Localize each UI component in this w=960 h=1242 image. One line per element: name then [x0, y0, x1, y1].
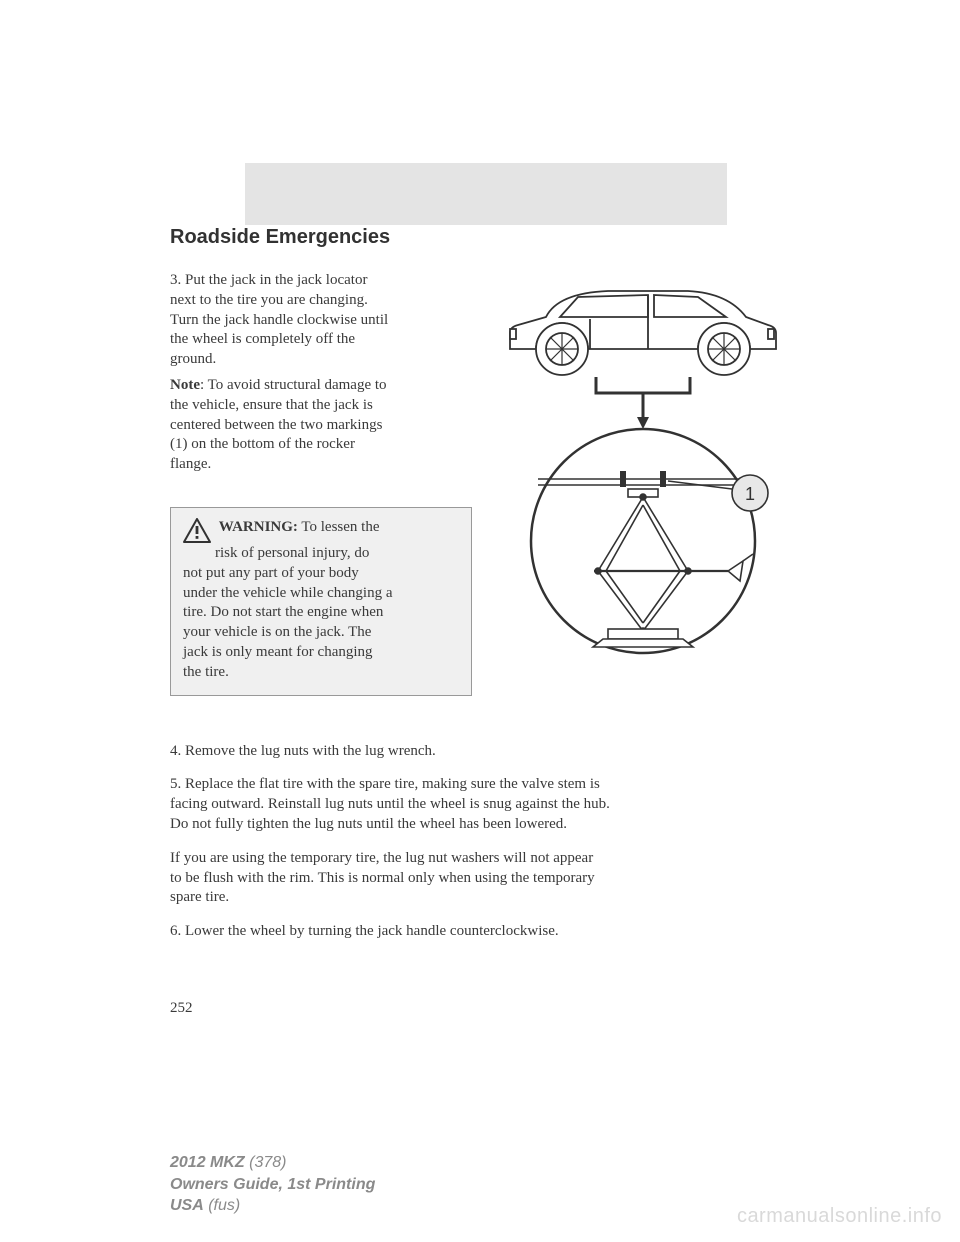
text-line: jack is only meant for changing — [183, 644, 373, 660]
text-line: ground. — [170, 351, 216, 367]
step-6-text: 6. Lower the wheel by turning the jack h… — [170, 922, 790, 942]
temp-tire-text: If you are using the temporary tire, the… — [170, 849, 790, 908]
footer-usa: USA — [170, 1197, 204, 1214]
text-line: next to the tire you are changing. — [170, 292, 368, 308]
callout-1-label: 1 — [745, 484, 755, 504]
section-title: Roadside Emergencies — [170, 226, 790, 249]
text-line: under the vehicle while changing a — [183, 585, 393, 601]
text-line: Turn the jack handle clockwise until — [170, 312, 388, 328]
page-number: 252 — [170, 1000, 193, 1017]
jack-diagram: 1 — [498, 271, 788, 661]
text-line: facing outward. Reinstall lug nuts until… — [170, 796, 610, 812]
text-line: 3. Put the jack in the jack locator — [170, 272, 367, 288]
watermark: carmanualsonline.info — [737, 1205, 942, 1228]
text-line: not put any part of your body — [183, 565, 359, 581]
note-label: Note — [170, 377, 200, 393]
two-column-row: 3. Put the jack in the jack locator next… — [170, 271, 790, 696]
step-3-text: 3. Put the jack in the jack locator next… — [170, 271, 472, 370]
lower-paragraphs: 4. Remove the lug nuts with the lug wren… — [170, 742, 790, 942]
text-line: 5. Replace the flat tire with the spare … — [170, 776, 600, 792]
text-line: your vehicle is on the jack. The — [183, 624, 371, 640]
note-text: Note: To avoid structural damage to the … — [170, 376, 472, 475]
warning-box: WARNING: To lessen the risk of personal … — [170, 507, 472, 696]
text-line: to be flush with the rim. This is normal… — [170, 870, 595, 886]
text-line: flange. — [170, 456, 211, 472]
text-line: : To avoid structural damage to — [200, 377, 387, 393]
footer-code: (378) — [245, 1154, 287, 1171]
warning-label: WARNING: — [219, 519, 298, 535]
warning-icon — [183, 518, 211, 544]
text-line: (1) on the bottom of the rocker — [170, 436, 355, 452]
text-line: risk of personal injury, do — [215, 545, 369, 561]
text-line: the vehicle, ensure that the jack is — [170, 397, 373, 413]
footer-guide: Owners Guide, 1st Printing — [170, 1176, 375, 1193]
footer-model: 2012 MKZ — [170, 1154, 245, 1171]
text-line: tire. Do not start the engine when — [183, 604, 383, 620]
text-line: the tire. — [183, 664, 229, 680]
step-4-text: 4. Remove the lug nuts with the lug wren… — [170, 742, 790, 762]
text-line: Do not fully tighten the lug nuts until … — [170, 816, 567, 832]
footer-fus: (fus) — [204, 1197, 240, 1214]
manual-page: Roadside Emergencies 3. Put the jack in … — [0, 0, 960, 1242]
text-line: centered between the two markings — [170, 417, 382, 433]
text-line: the wheel is completely off the — [170, 331, 355, 347]
step-5-text: 5. Replace the flat tire with the spare … — [170, 775, 790, 834]
text-line: To lessen the — [298, 519, 380, 535]
right-column: 1 — [496, 271, 790, 696]
text-line: spare tire. — [170, 889, 229, 905]
text-line: If you are using the temporary tire, the… — [170, 850, 593, 866]
page-footer: 2012 MKZ (378) Owners Guide, 1st Printin… — [170, 1152, 375, 1217]
header-gray-block — [245, 163, 727, 225]
left-column: 3. Put the jack in the jack locator next… — [170, 271, 472, 696]
page-content: Roadside Emergencies 3. Put the jack in … — [170, 226, 790, 956]
